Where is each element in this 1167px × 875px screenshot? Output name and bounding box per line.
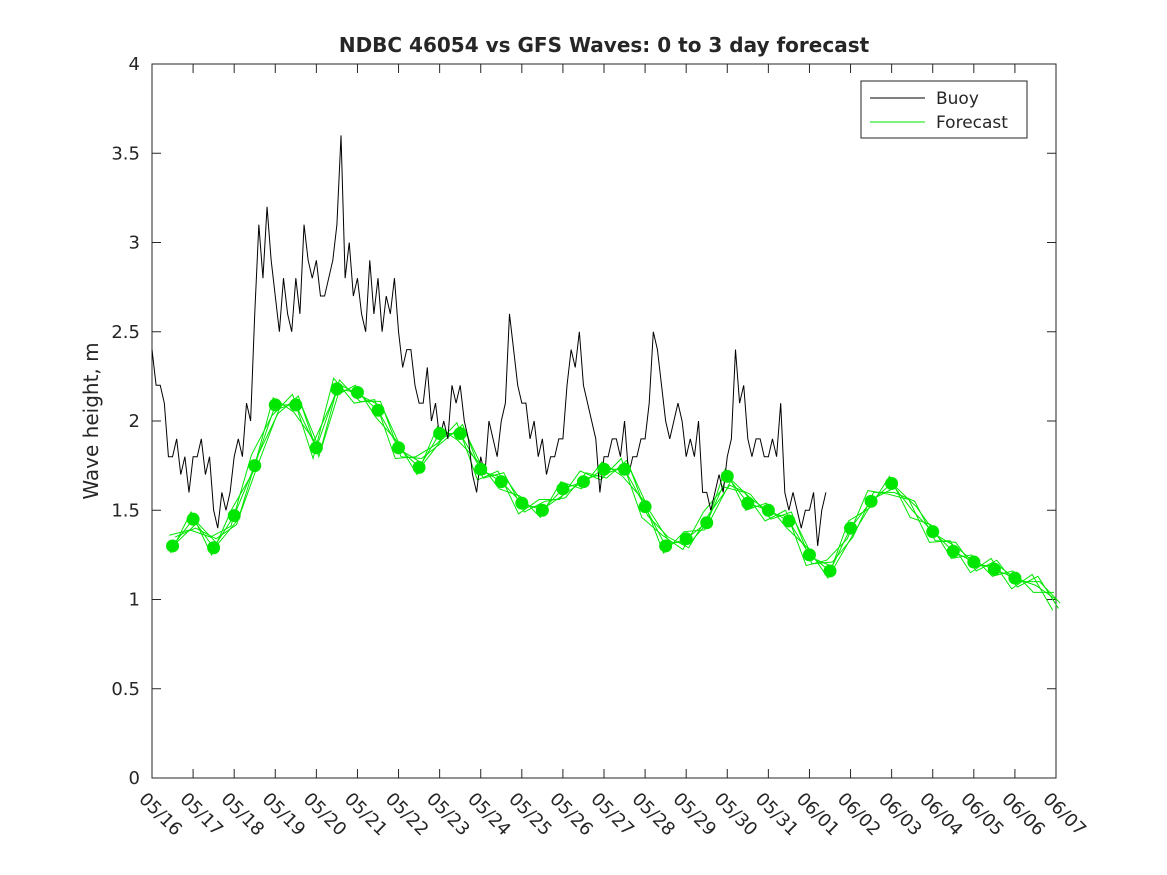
y-tick-label: 0 bbox=[129, 768, 140, 789]
series-layer bbox=[151, 135, 1061, 611]
legend: Buoy Forecast bbox=[860, 80, 1028, 139]
forecast-marker bbox=[864, 494, 878, 508]
forecast-marker bbox=[638, 500, 652, 514]
forecast-marker bbox=[926, 525, 940, 539]
forecast-marker bbox=[987, 562, 1001, 576]
forecast-marker bbox=[350, 385, 364, 399]
forecast-marker bbox=[268, 398, 282, 412]
forecast-marker bbox=[535, 503, 549, 517]
forecast-marker bbox=[782, 514, 796, 528]
forecast-marker bbox=[679, 532, 693, 546]
legend-label-forecast: Forecast bbox=[936, 113, 1008, 133]
y-tick-label: 4 bbox=[129, 54, 140, 75]
y-tick-label: 2.5 bbox=[111, 322, 140, 343]
forecast-marker bbox=[166, 539, 180, 553]
forecast-marker bbox=[371, 403, 385, 417]
forecast-marker bbox=[597, 462, 611, 476]
forecast-marker bbox=[248, 459, 262, 473]
forecast-marker bbox=[802, 548, 816, 562]
forecast-marker bbox=[433, 426, 447, 440]
forecast-marker bbox=[761, 503, 775, 517]
y-tick-label: 0.5 bbox=[111, 679, 140, 700]
chart-title: NDBC 46054 vs GFS Waves: 0 to 3 day fore… bbox=[339, 33, 870, 57]
y-tick-label: 3 bbox=[129, 233, 140, 254]
forecast-marker bbox=[741, 496, 755, 510]
forecast-line-3 bbox=[170, 384, 1054, 593]
forecast-marker bbox=[823, 564, 837, 578]
y-tick-label: 3.5 bbox=[111, 143, 140, 164]
forecast-marker bbox=[576, 475, 590, 489]
forecast-marker bbox=[556, 482, 570, 496]
forecast-line-2 bbox=[174, 378, 1059, 609]
legend-label-buoy: Buoy bbox=[936, 89, 979, 109]
forecast-marker bbox=[392, 441, 406, 455]
forecast-marker bbox=[659, 539, 673, 553]
forecast-marker bbox=[700, 516, 714, 530]
forecast-marker bbox=[412, 460, 426, 474]
forecast-marker bbox=[330, 382, 344, 396]
forecast-marker bbox=[227, 509, 241, 523]
y-axis-label: Wave height, m bbox=[79, 342, 103, 499]
y-tick-label: 1.5 bbox=[111, 500, 140, 521]
forecast-marker bbox=[289, 398, 303, 412]
y-tick-label: 1 bbox=[129, 590, 140, 611]
forecast-line-1 bbox=[172, 388, 1057, 600]
forecast-marker bbox=[1008, 571, 1022, 585]
forecast-marker bbox=[515, 496, 529, 510]
forecast-marker bbox=[309, 441, 323, 455]
y-tick-label: 2 bbox=[129, 411, 140, 432]
forecast-marker bbox=[967, 555, 981, 569]
forecast-marker bbox=[453, 426, 467, 440]
forecast-marker bbox=[946, 544, 960, 558]
forecast-marker bbox=[494, 475, 508, 489]
forecast-marker bbox=[844, 521, 858, 535]
plot-area bbox=[151, 63, 1057, 779]
forecast-marker bbox=[186, 512, 200, 526]
y-axis: 0 0.5 1 1.5 2 2.5 3 3.5 4 bbox=[111, 54, 1056, 789]
forecast-marker bbox=[720, 469, 734, 483]
forecast-marker bbox=[474, 462, 488, 476]
buoy-line bbox=[151, 135, 827, 547]
legend-box bbox=[860, 80, 1028, 139]
forecast-marker bbox=[885, 476, 899, 490]
forecast-marker bbox=[207, 541, 221, 555]
forecast-marker bbox=[618, 462, 632, 476]
